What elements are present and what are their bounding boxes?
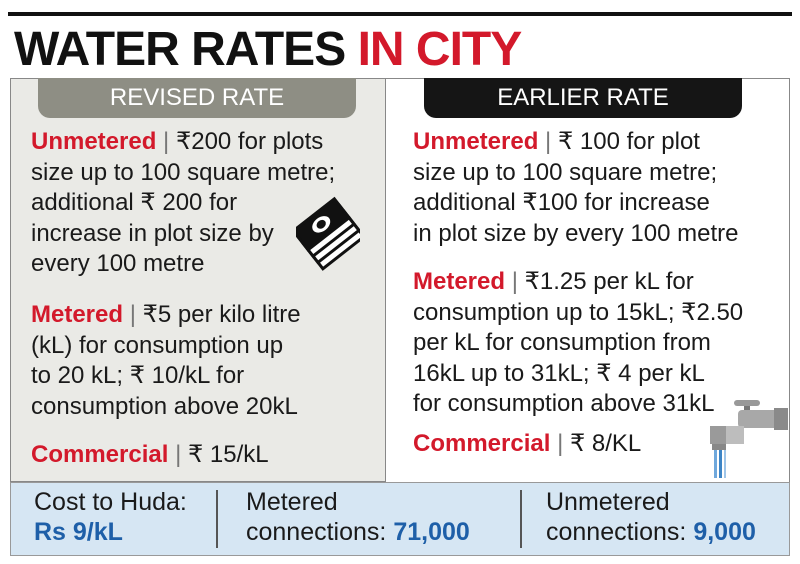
revised-metered-line: to 20 kL; ₹ 10/kL for <box>31 362 245 389</box>
footer-divider <box>216 490 218 548</box>
cost-value: Rs 9/kL <box>34 518 123 546</box>
unmetered-label: Unmetered <box>546 488 670 516</box>
revised-commercial-text: ₹ 15/kL <box>187 441 269 468</box>
earlier-unmetered-line: size up to 100 square metre; <box>413 158 718 186</box>
cost-to-huda-stat: Cost to Huda: Rs 9/kL <box>34 487 187 561</box>
earlier-metered-line: per kL for consumption from <box>413 329 711 356</box>
revised-unmetered-label: Unmetered <box>31 128 157 155</box>
earlier-metered-label: Metered <box>413 268 506 295</box>
earlier-rate-header: EARLIER RATE <box>424 78 742 118</box>
revised-metered-label: Metered <box>31 301 124 328</box>
revised-metered-line: ₹5 per kilo litre <box>142 301 301 328</box>
earlier-metered-line: for consumption above 31kL <box>413 390 715 417</box>
unmetered-sublabel: connections: <box>546 518 687 546</box>
revised-commercial-label: Commercial <box>31 441 169 468</box>
earlier-metered-line: consumption up to 15kL; ₹2.50 <box>413 298 744 326</box>
metered-label: Metered <box>246 488 338 516</box>
earlier-rate-panel <box>386 78 790 482</box>
metered-sublabel: connections: <box>246 518 387 546</box>
revised-unmetered-line: every 100 metre <box>31 250 205 277</box>
unmetered-count: 9,000 <box>693 518 756 546</box>
earlier-metered-line: ₹1.25 per kL for <box>524 268 694 295</box>
earlier-commercial-block: Commercial | ₹ 8/KL <box>413 429 641 460</box>
title-accent: IN CITY <box>357 23 523 76</box>
water-tap-icon <box>710 400 788 478</box>
revised-rate-panel <box>10 78 386 482</box>
separator: | <box>545 128 552 155</box>
earlier-metered-block: Metered | ₹1.25 per kL for consumption u… <box>413 267 743 420</box>
revised-unmetered-line: additional ₹ 200 for <box>31 189 238 216</box>
top-rule <box>8 12 792 16</box>
earlier-unmetered-line: in plot size by every 100 metre <box>413 219 739 247</box>
earlier-unmetered-line: additional ₹100 for increase <box>413 189 710 216</box>
footer-divider <box>520 490 522 548</box>
separator: | <box>129 301 136 328</box>
cost-label: Cost to Huda: <box>34 488 187 516</box>
earlier-unmetered-block: Unmetered | ₹ 100 for plot size up to 10… <box>413 127 739 249</box>
separator: | <box>163 128 170 155</box>
revised-unmetered-block: Unmetered | ₹200 for plots size up to 10… <box>31 127 335 280</box>
separator: | <box>511 268 518 295</box>
title-main: WATER RATES <box>14 23 346 76</box>
revised-rate-header: REVISED RATE <box>38 78 356 118</box>
revised-unmetered-line: increase in plot size by <box>31 219 274 247</box>
earlier-commercial-label: Commercial <box>413 430 551 457</box>
page-title: WATER RATES IN CITY <box>14 22 523 78</box>
metered-connections-stat: Metered connections: 71,000 <box>246 487 470 561</box>
metered-count: 71,000 <box>393 518 470 546</box>
separator: | <box>175 441 182 468</box>
separator: | <box>557 430 564 457</box>
earlier-unmetered-label: Unmetered <box>413 128 539 155</box>
earlier-unmetered-line: ₹ 100 for plot <box>557 128 700 155</box>
revised-metered-block: Metered | ₹5 per kilo litre (kL) for con… <box>31 300 301 422</box>
earlier-commercial-text: ₹ 8/KL <box>569 430 642 457</box>
unmetered-connections-stat: Unmetered connections: 9,000 <box>546 487 756 561</box>
revised-unmetered-line: size up to 100 square metre; <box>31 158 336 186</box>
revised-metered-line: consumption above 20kL <box>31 392 298 420</box>
revised-commercial-block: Commercial | ₹ 15/kL <box>31 440 269 471</box>
revised-metered-line: (kL) for consumption up <box>31 331 284 359</box>
footer-stats-bar <box>10 482 790 556</box>
earlier-metered-line: 16kL up to 31kL; ₹ 4 per kL <box>413 359 705 387</box>
cash-stack-icon <box>296 196 360 271</box>
revised-unmetered-line: ₹200 for plots <box>175 128 324 155</box>
